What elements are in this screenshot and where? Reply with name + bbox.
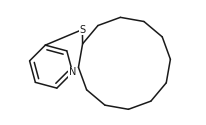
- Text: N: N: [69, 67, 76, 77]
- Text: S: S: [79, 24, 85, 34]
